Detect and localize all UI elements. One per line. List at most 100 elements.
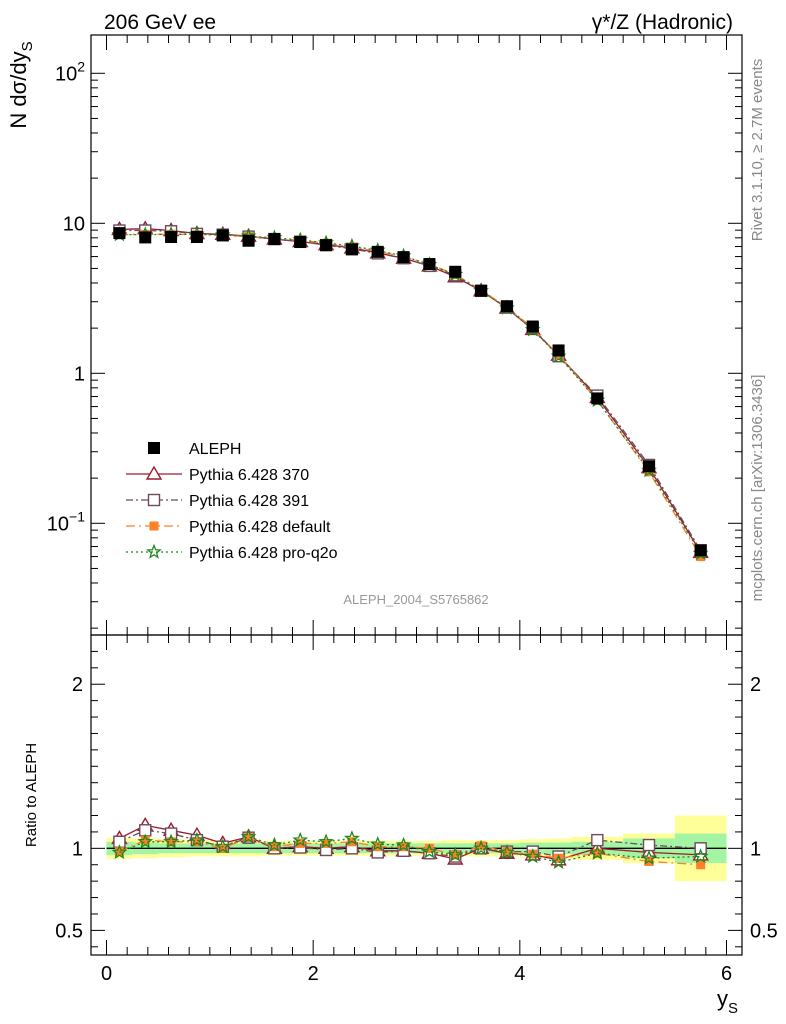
series-line-pythia-6-428-default [119,233,702,557]
ratio-point-pythia-6-428-391-19 [642,838,656,852]
ratio-point-pythia-6-428-default-11 [399,842,409,852]
ratio-y-tick-label-right: 1 [750,838,761,860]
ratio-point-pythia-6-428-default-8 [321,838,331,848]
x-axis-label-text: y [717,986,728,1011]
point-aleph-10 [371,245,384,258]
ratio-y-tick-label: 0.5 [55,920,83,942]
ratio-point-pythia-6-428-pro-q2o-0 [111,844,128,860]
legend-entry-pythia-6-428-370: Pythia 6.428 370 [126,465,309,484]
ratio-point-pythia-6-428-pro-q2o-9 [344,830,360,846]
x-tick-label: 6 [721,963,732,985]
ratio-y-tick-label: 1 [72,838,83,860]
legend-label: Pythia 6.428 370 [189,467,309,484]
legend-entry-pythia-6-428-391: Pythia 6.428 391 [126,493,309,510]
x-tick-label: 2 [308,963,319,985]
main-y-tick-label: 1 [74,363,85,385]
x-tick-label: 0 [101,963,112,985]
mcplots-label: mcplots.cern.ch [arXiv:1306.3436] [749,375,766,602]
legend-label: ALEPH [189,441,241,458]
ratio-y-tick-label: 2 [72,674,83,696]
ratio-point-pythia-6-428-pro-q2o-4 [214,838,231,854]
ratio-point-pythia-6-428-pro-q2o-1 [137,833,154,849]
main-y-tick-label-base: 1 [74,363,85,385]
ratio-point-pythia-6-428-pro-q2o-8 [318,833,334,849]
main-y-tick-label-exp: 2 [77,58,85,74]
main-y-tick-label: 102 [55,58,85,85]
ratio-point-pythia-6-428-default-4 [218,843,228,853]
ratio-point-pythia-6-428-default-6 [269,842,279,852]
ratio-point-pythia-6-428-pro-q2o-17 [550,853,567,869]
legend-label: Pythia 6.428 pro-q2o [189,545,338,562]
legend-marker [148,442,160,454]
ratio-point-pythia-6-428-pro-q2o-19 [641,849,657,865]
main-y-tick-label: 10−1 [47,508,85,535]
ratio-line-pythia-6-428-pro-q2o [119,836,701,863]
legend-label: Pythia 6.428 default [189,519,331,536]
legend: ALEPH Pythia 6.428 370 Pythia 6.428 391 Pyt… [126,441,338,562]
legend-entry-aleph: ALEPH [148,441,241,458]
ratio-point-pythia-6-428-default-15 [502,847,512,857]
ratio-point-pythia-6-428-pro-q2o-13 [447,846,464,862]
ratio-point-pythia-6-428-default-17 [554,853,564,863]
point-aleph-12 [423,258,436,271]
ratio-frame [90,634,743,956]
ratio-point-pythia-6-428-default-0 [114,847,124,857]
legend-marker [149,521,159,531]
header-right-label: γ*/Z (Hadronic) [592,11,733,34]
legend-label: Pythia 6.428 391 [189,493,309,510]
ratio-point-pythia-6-428-pro-q2o-7 [292,831,309,847]
point-aleph-0 [113,227,126,240]
main-y-tick-label-exp: −1 [69,508,85,524]
main-y-axis-label: N dσ/dyS [6,41,36,128]
point-aleph-1 [139,231,152,244]
x-axis-label-sub: S [728,1000,738,1017]
point-aleph-13 [449,265,462,278]
point-aleph-5 [242,234,255,247]
legend-marker [146,543,162,559]
ratio-point-pythia-6-428-391-18 [591,833,604,847]
point-aleph-7 [294,236,307,249]
point-aleph-8 [320,239,333,252]
main-y-axis-label-sub: S [19,41,36,51]
point-aleph-2 [165,231,178,244]
ratio-point-pythia-6-428-pro-q2o-11 [395,836,412,852]
series-pythia-6-428-default [114,229,706,562]
main-y-axis-label-text: N dσ/dy [6,51,31,128]
point-aleph-4 [216,229,229,242]
ratio-y-tick-label-right: 2 [750,674,761,696]
analysis-id-label: ALEPH_2004_S5765862 [343,592,488,607]
point-aleph-18 [591,392,604,405]
header-left-label: 206 GeV ee [104,11,216,34]
point-aleph-6 [268,233,281,246]
main-y-tick-label-base: 10 [55,63,77,85]
x-tick-label: 4 [514,963,525,985]
ratio-point-pythia-6-428-pro-q2o-18 [589,844,606,860]
ratio-line-pythia-6-428-default [119,837,701,866]
ratio-point-pythia-6-428-pro-q2o-2 [163,833,179,849]
ratio-point-pythia-6-428-pro-q2o-14 [473,840,489,856]
ratio-point-pythia-6-428-pro-q2o-20 [692,848,709,864]
point-aleph-17 [552,344,565,357]
ratio-panel: 2 2 1 1 0.5 0.5 0 2 4 6 Ratio to ALEPH yS [23,634,778,1017]
ratio-point-pythia-6-428-default-16 [528,849,538,859]
ratio-point-pythia-6-428-pro-q2o-6 [266,836,283,852]
ratio-point-pythia-6-428-pro-q2o-15 [499,844,515,860]
ratio-point-pythia-6-428-default-12 [424,843,434,853]
point-aleph-14 [475,284,488,297]
main-y-tick-label-base: 10 [63,213,85,235]
svg-text:N dσ/dyS: N dσ/dyS [6,41,36,128]
legend-entry-pythia-6-428-pro-q2o: Pythia 6.428 pro-q2o [126,543,338,562]
ratio-point-pythia-6-428-pro-q2o-12 [421,843,438,859]
ratio-point-pythia-6-428-pro-q2o-5 [240,828,257,844]
point-aleph-3 [190,231,203,244]
point-aleph-19 [643,460,655,473]
ratio-y-axis-label: Ratio to ALEPH [23,743,40,847]
ratio-point-pythia-6-428-default-20 [696,860,706,870]
legend-marker [145,465,163,480]
point-aleph-15 [500,300,513,313]
ratio-point-pythia-6-428-pro-q2o-16 [524,848,541,864]
ratio-point-pythia-6-428-default-2 [166,837,176,847]
point-aleph-16 [526,320,539,333]
